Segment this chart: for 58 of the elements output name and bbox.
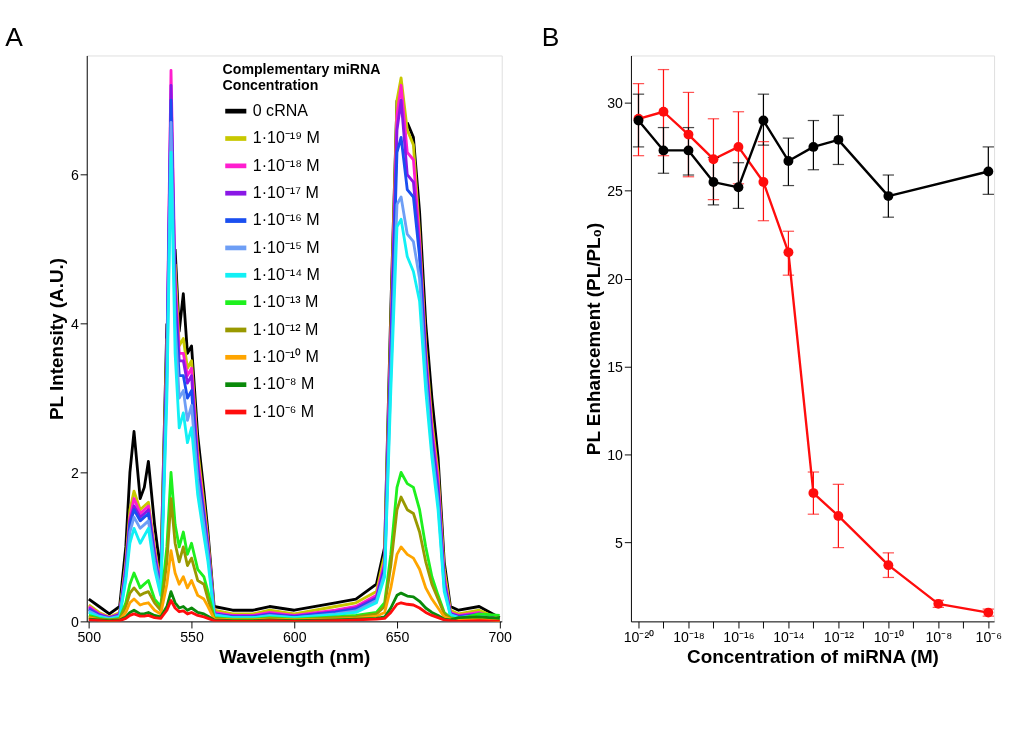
legend-label: 0 cRNA	[252, 100, 309, 119]
point	[658, 106, 669, 117]
point	[808, 141, 819, 152]
y-tick-label: 6	[70, 166, 79, 183]
legend-label: 1·10⁻¹⁸ M	[252, 155, 320, 174]
chart-title: A	[5, 22, 24, 53]
legend-label: 1·10⁻¹⁵ M	[252, 237, 320, 256]
legend-label: 1·10⁻¹³ M	[252, 292, 319, 311]
point	[708, 154, 719, 165]
legend-label: 1·10⁻¹⁰ M	[252, 347, 319, 366]
x-tick-label: 10⁻¹⁶	[723, 628, 755, 645]
point	[733, 182, 744, 193]
x-tick-label: 600	[282, 628, 307, 645]
point	[833, 134, 844, 145]
point	[758, 177, 769, 187]
legend-label: 1·10⁻¹⁴ M	[252, 264, 320, 283]
point	[683, 129, 694, 140]
x-tick-label: 550	[180, 628, 204, 645]
point	[783, 156, 794, 166]
legend-label: 1·10⁻¹⁹ M	[252, 128, 320, 147]
point	[758, 115, 769, 126]
y-tick-label: 20	[607, 270, 624, 287]
y-axis-title: PL Intensity (A.U.)	[46, 257, 68, 420]
x-tick-label: 500	[77, 628, 102, 645]
y-tick-label: 15	[607, 358, 624, 375]
legend-label: 1·10⁻⁶ M	[252, 401, 315, 420]
point	[783, 247, 794, 258]
y-axis-title: PL Enhancement (PL/PL₀)	[582, 222, 604, 456]
x-axis-title: Concentration of miRNA (M)	[687, 646, 939, 668]
y-tick-label: 2	[70, 464, 79, 481]
y-tick-label: 30	[607, 95, 624, 112]
point	[808, 488, 819, 499]
x-tick-label: 10⁻¹⁴	[773, 628, 805, 645]
y-tick-label: 25	[607, 183, 624, 200]
x-tick-label: 10⁻¹²	[823, 628, 855, 645]
x-tick-label: 10⁻²⁰	[623, 628, 655, 645]
point	[658, 145, 669, 156]
x-tick-label: 10⁻⁸	[925, 628, 953, 645]
legend-label: 1·10⁻¹⁷ M	[252, 182, 319, 201]
point	[708, 177, 719, 187]
legend-title: Complementary miRNA Concentration	[222, 61, 381, 94]
legend-label: 1·10⁻¹² M	[252, 319, 319, 338]
x-tick-label: 650	[385, 628, 410, 645]
point	[733, 141, 744, 152]
y-tick-label: 0	[70, 613, 79, 630]
legend-label: 1·10⁻⁸ M	[252, 374, 315, 393]
legend-label: 1·10⁻¹⁶ M	[252, 210, 320, 229]
point	[833, 511, 844, 521]
y-tick-label: 10	[607, 446, 624, 463]
chart-title: B	[541, 22, 560, 53]
x-tick-label: 10⁻⁶	[975, 628, 1003, 645]
x-tick-label: 700	[488, 628, 513, 645]
x-tick-label: 10⁻¹⁸	[673, 628, 705, 645]
point	[683, 145, 694, 156]
x-tick-label: 10⁻¹⁰	[873, 628, 905, 645]
y-tick-label: 4	[70, 315, 79, 332]
y-tick-label: 5	[615, 534, 624, 551]
x-axis-title: Wavelength (nm)	[219, 646, 371, 668]
